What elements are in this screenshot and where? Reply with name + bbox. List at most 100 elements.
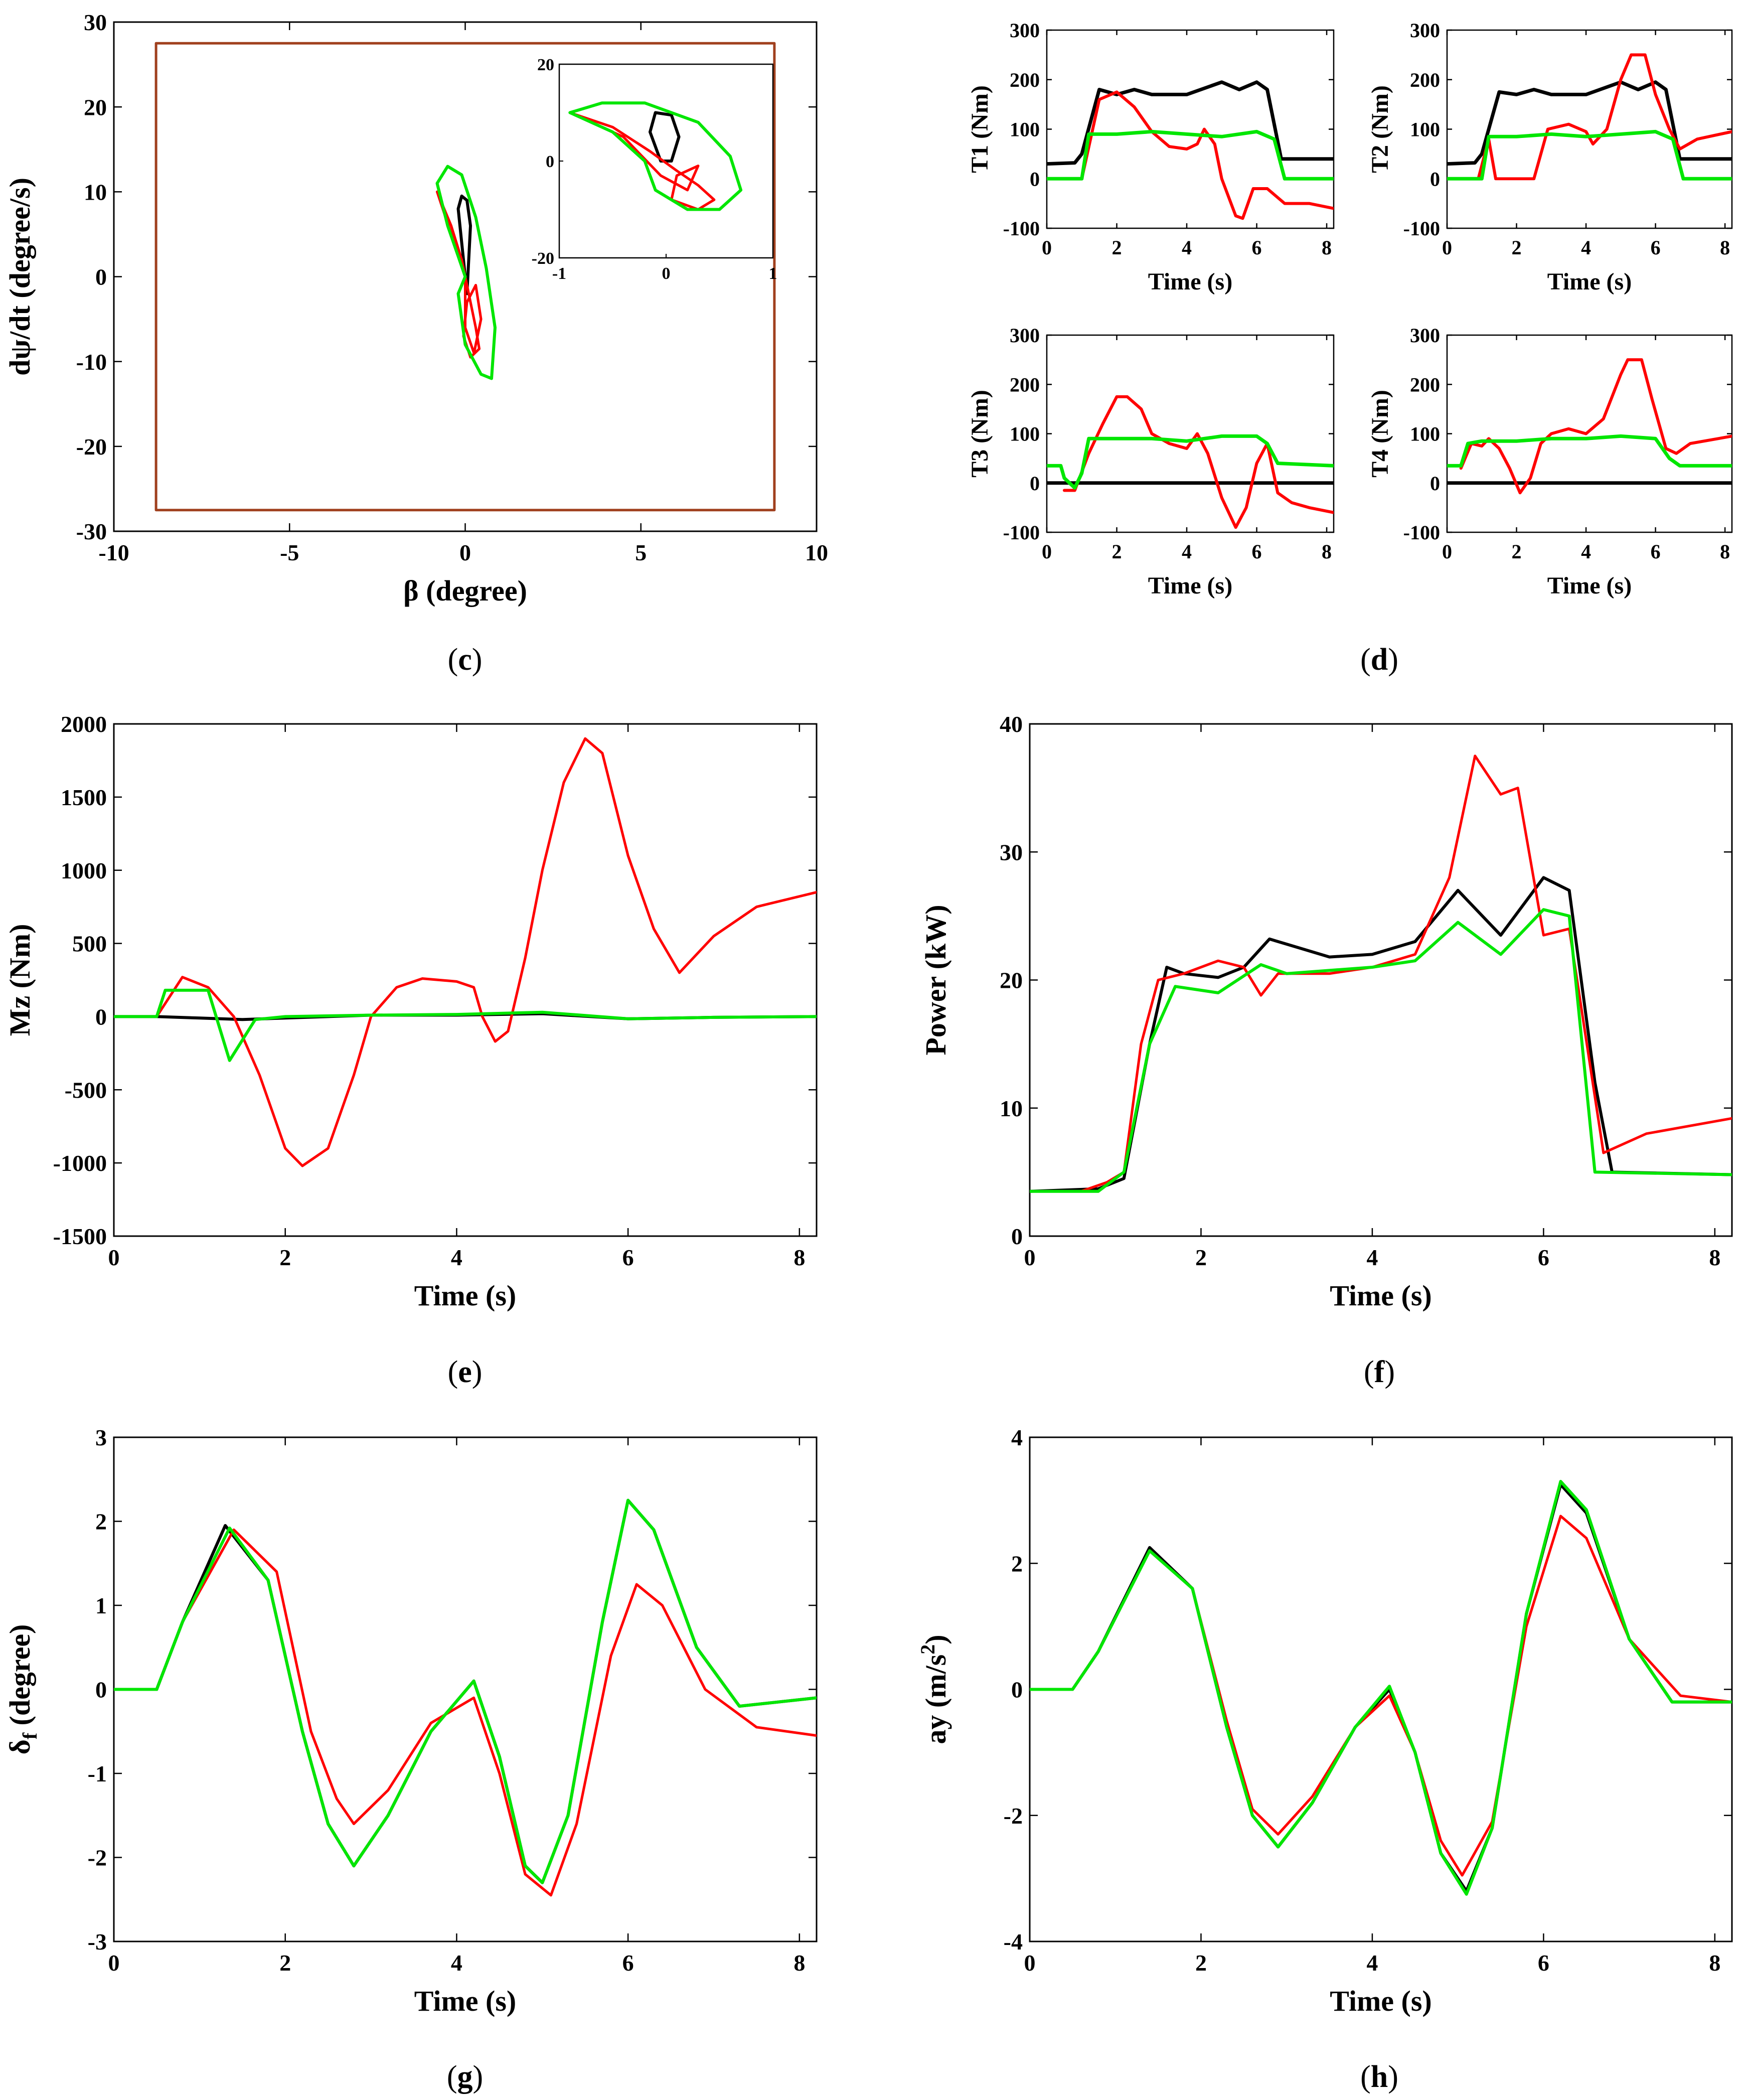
chart-h-ylabel-main: ay (m/s xyxy=(919,1655,952,1744)
chart-d4-xtick-label: 2 xyxy=(1512,540,1522,563)
chart-d1-xtick-label: 2 xyxy=(1112,236,1122,259)
chart-e-ytick-label: 500 xyxy=(72,931,107,957)
chart-c-inset-series-green xyxy=(568,101,743,211)
chart-d3-ytick-label: 200 xyxy=(1010,373,1040,396)
chart-g-xtick-label: 6 xyxy=(622,1950,634,1976)
chart-c-caption: (c) xyxy=(448,643,483,677)
chart-f-series-red xyxy=(1079,755,1732,1193)
chart-e-ytick-label: 1500 xyxy=(61,785,107,810)
chart-e-series-green xyxy=(114,988,817,1062)
chart-f-xtick-label: 0 xyxy=(1024,1245,1036,1270)
chart-c-inset-series-red xyxy=(568,111,716,211)
chart-d3-ytick-label: 300 xyxy=(1010,324,1040,347)
chart-h-ytick-label: 4 xyxy=(1011,1425,1023,1450)
chart-c-inset-series-black xyxy=(649,111,681,163)
chart-e-series-red xyxy=(114,737,817,1167)
chart-g-axes: 0 2 4 6 8 -3 -2 -1 0 1 2 3 Time (s) δf (degree) xyxy=(4,1425,818,2017)
chart-c-inset-ytick-label: 20 xyxy=(537,56,554,74)
chart-f-xtick-label: 2 xyxy=(1195,1245,1207,1270)
chart-c-ytick-label: 0 xyxy=(95,264,107,290)
chart-e-xtick-label: 4 xyxy=(451,1245,462,1270)
chart-d4-xtick-label: 4 xyxy=(1581,540,1591,563)
chart-d4-ytick-label: 0 xyxy=(1430,472,1440,495)
chart-e-xtick-label: 8 xyxy=(793,1245,805,1270)
chart-d2-xtick-label: 4 xyxy=(1581,236,1591,259)
chart-d3-series-red xyxy=(1062,395,1334,529)
chart-d3-xtick-label: 4 xyxy=(1182,540,1192,563)
chart-e-frame xyxy=(113,723,818,1237)
chart-e-ytick-label: -1500 xyxy=(53,1224,107,1249)
chart-d1-ytick-label: 300 xyxy=(1010,19,1040,42)
chart-d3-xtick-label: 2 xyxy=(1112,540,1122,563)
chart-g-ylabel-main: δ xyxy=(4,1739,36,1754)
chart-g-xtick-label: 8 xyxy=(793,1950,805,1976)
chart-d2-series-red xyxy=(1477,53,1732,181)
chart-d3-xtick-label: 8 xyxy=(1322,540,1332,563)
chart-d1-xlabel: Time (s) xyxy=(1148,268,1232,295)
chart-h-ylabel: ay (m/s2) xyxy=(916,1634,952,1744)
chart-e-ylabel: Mz (Nm) xyxy=(4,924,36,1036)
chart-f-ytick-label: 0 xyxy=(1011,1224,1023,1249)
chart-c-xtick-label: 0 xyxy=(459,540,471,565)
chart-d1-ytick-label: 200 xyxy=(1010,69,1040,91)
chart-d4-ylabel: T4 (Nm) xyxy=(1367,390,1393,478)
chart-e-xtick-label: 2 xyxy=(279,1245,291,1270)
chart-e-xlabel: Time (s) xyxy=(414,1279,517,1312)
chart-e-xtick-label: 0 xyxy=(108,1245,120,1270)
chart-d2-xtick-label: 8 xyxy=(1720,236,1730,259)
chart-g-caption: (g) xyxy=(447,2060,483,2094)
chart-d2-series-black xyxy=(1447,80,1732,166)
chart-d2-ytick-label: -100 xyxy=(1403,217,1440,240)
chart-e-ytick-label: -500 xyxy=(65,1077,107,1103)
chart-g-xtick-label: 4 xyxy=(451,1950,462,1976)
chart-f-ytick-label: 30 xyxy=(1000,839,1023,865)
chart-g-series-green xyxy=(114,1498,817,1884)
chart-e-caption: (e) xyxy=(448,1355,483,1389)
chart-f-xlabel: Time (s) xyxy=(1330,1279,1432,1312)
chart-d3-ylabel: T3 (Nm) xyxy=(967,390,993,478)
chart-c-inset-xtick-label: 0 xyxy=(662,264,671,283)
chart-d1-xtick-label: 6 xyxy=(1252,236,1262,259)
chart-f-axes: 0 2 4 6 8 0 10 20 30 40 Time (s) Power (kW) xyxy=(919,711,1733,1312)
chart-d1-ytick-label: 0 xyxy=(1030,168,1040,190)
chart-h-frame xyxy=(1029,1436,1733,1942)
chart-f-ytick-label: 40 xyxy=(1000,711,1023,737)
chart-h-xtick-label: 6 xyxy=(1538,1950,1549,1976)
chart-g-xlabel: Time (s) xyxy=(414,1985,517,2017)
chart-d2-ytick-label: 300 xyxy=(1410,19,1440,42)
chart-d3-ytick-label: -100 xyxy=(1003,521,1040,544)
chart-d2-xtick-label: 2 xyxy=(1512,236,1522,259)
chart-g-xtick-label: 2 xyxy=(279,1950,291,1976)
chart-c-xlabel: β (degree) xyxy=(403,574,527,607)
chart-d1-series-red xyxy=(1080,90,1334,220)
chart-d1-ylabel: T1 (Nm) xyxy=(967,85,993,173)
chart-c-series-stability-boundary xyxy=(154,42,776,512)
chart-c-inset-ytick-label: -20 xyxy=(532,249,554,268)
chart-c-xtick-label: -5 xyxy=(280,540,299,565)
chart-h-ylabel-rest: ) xyxy=(919,1634,952,1644)
chart-h-caption: (h) xyxy=(1360,2060,1398,2094)
chart-d3-ytick-label: 0 xyxy=(1030,472,1040,495)
chart-g-ylabel-sub: f xyxy=(19,1732,41,1739)
chart-g-ytick-label: 3 xyxy=(95,1425,107,1450)
chart-c-inset-ytick-label: 0 xyxy=(546,153,554,171)
chart-h-ytick-label: -2 xyxy=(1004,1803,1023,1829)
chart-g-ytick-label: -2 xyxy=(88,1845,107,1871)
chart-d4-ytick-label: 300 xyxy=(1410,324,1440,347)
chart-d1-ytick-label: -100 xyxy=(1003,217,1040,240)
chart-e-ytick-label: -1000 xyxy=(53,1150,107,1176)
chart-f-ytick-label: 20 xyxy=(1000,968,1023,993)
chart-d4-ytick-label: -100 xyxy=(1403,521,1440,544)
chart-g-ytick-label: -3 xyxy=(88,1929,107,1955)
chart-c-ylabel: dψ/dt (degree/s) xyxy=(4,178,36,376)
chart-d4-frame xyxy=(1446,334,1733,533)
chart-e-ytick-label: 2000 xyxy=(61,711,107,737)
chart-d1-xtick-label: 0 xyxy=(1042,236,1052,259)
chart-d4-series-red xyxy=(1459,358,1732,495)
chart-c-xtick-label: -10 xyxy=(98,540,129,565)
chart-f-xtick-label: 8 xyxy=(1709,1245,1720,1270)
